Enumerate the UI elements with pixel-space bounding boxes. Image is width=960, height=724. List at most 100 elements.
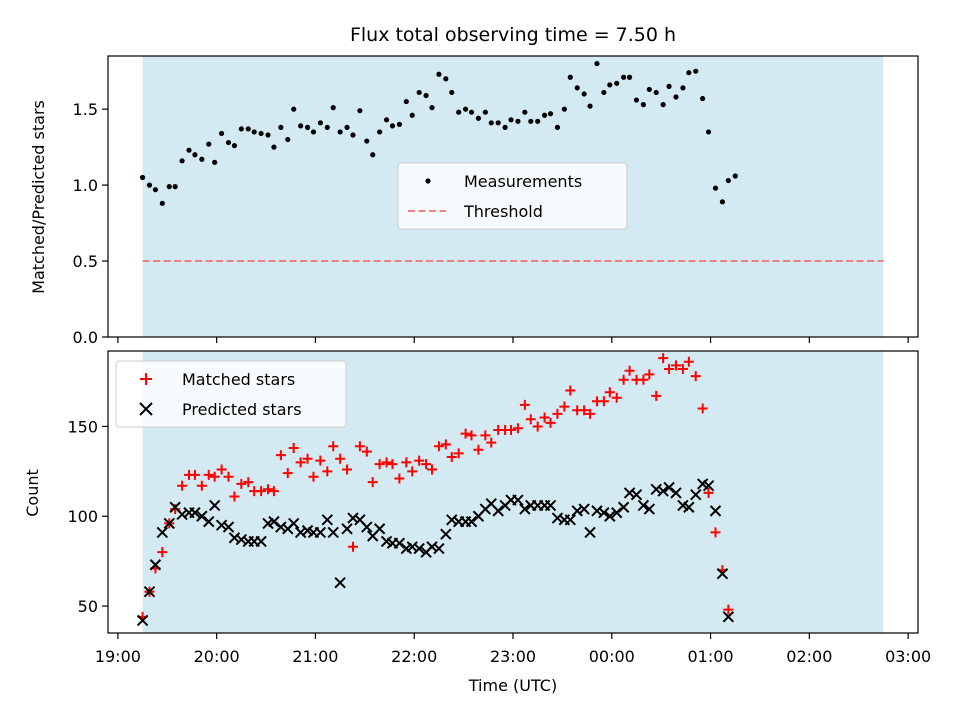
predicted-stars-point: [163, 517, 175, 530]
matched-stars-point: [670, 360, 681, 371]
count-panel: 50 100 150 19:00 20:00 21:00 22:00 23:00 00:00 01…: [67, 350, 931, 666]
matched-stars-point: [710, 527, 721, 538]
predicted-stars-point: [235, 533, 248, 546]
matched-stars-point: [480, 430, 491, 441]
matched-stars-point: [223, 471, 234, 482]
legend-bottom: Matched stars Predicted stars: [115, 360, 347, 428]
matched-stars-point: [466, 430, 477, 441]
matched-stars-point: [288, 442, 299, 453]
measurements-point: [547, 111, 554, 117]
predicted-stars-point: [406, 541, 418, 553]
measurements-point: [251, 129, 257, 135]
matched-stars-point: [552, 408, 563, 419]
predicted-stars-point: [275, 521, 287, 533]
predicted-stars-point: [334, 576, 346, 589]
matched-stars-point: [525, 414, 536, 425]
measurements-point: [673, 94, 679, 100]
predicted-stars-point: [341, 523, 353, 535]
measurements-point: [587, 103, 593, 109]
measurements-point: [495, 120, 501, 126]
measurements-point: [310, 129, 317, 135]
matched-stars-point: [282, 468, 293, 479]
matched-stars-point: [598, 396, 609, 407]
predicted-stars-point: [650, 483, 662, 496]
measurements-point: [522, 109, 528, 115]
matched-stars-point: [618, 374, 629, 385]
predicted-stars-point: [327, 526, 339, 539]
matched-stars-point: [387, 459, 398, 470]
measurements-legend-label: Measurements: [464, 172, 582, 191]
measurements-point: [567, 74, 573, 80]
y-tick-label-bottom: 150: [67, 417, 98, 436]
predicted-stars-point: [149, 559, 162, 571]
predicted-stars-point: [551, 512, 564, 524]
predicted-stars-point: [657, 485, 669, 497]
x-tick-label: 22:00: [391, 647, 437, 666]
measurements-point: [468, 109, 475, 115]
matched-stars-point: [624, 365, 635, 376]
measurements-point: [653, 89, 659, 96]
measurements-point: [646, 86, 652, 93]
y-tick-label-top: 1.0: [73, 176, 98, 195]
measurements-point: [409, 112, 415, 118]
matched-stars-point: [565, 385, 576, 396]
measurements-point: [705, 129, 712, 135]
matched-stars-point: [723, 604, 734, 615]
matched-stars-point: [579, 405, 590, 416]
predicted-stars-point: [716, 568, 729, 580]
predicted-stars-point: [709, 505, 722, 517]
predicted-stars-point: [228, 532, 241, 544]
predicted-stars-point: [189, 506, 201, 519]
measurements-point: [535, 118, 541, 124]
measurements-point: [166, 184, 172, 190]
predicted-stars-point: [143, 585, 156, 598]
predicted-stars-point: [643, 503, 656, 515]
matched-stars-point: [638, 374, 649, 385]
predicted-stars-legend-marker: [139, 402, 153, 416]
matched-stars-point: [460, 428, 471, 439]
predicted-stars-point: [393, 537, 406, 549]
matched-stars-point: [268, 486, 279, 497]
matched-stars-point: [559, 401, 570, 412]
measurements-point: [396, 121, 403, 127]
matched-stars-legend-label: Matched stars: [182, 370, 295, 389]
y-tick-label-top: 1.5: [73, 100, 98, 119]
measurements-point: [542, 112, 548, 118]
matched-stars-point: [644, 369, 655, 380]
measurements-point: [443, 76, 449, 82]
predicted-stars-point: [413, 542, 425, 555]
matched-stars-point: [545, 417, 556, 428]
measurements-legend-marker: [425, 178, 431, 184]
y-axis-label-top: Matched/Predicted stars: [29, 100, 48, 294]
predicted-stars-point: [294, 526, 307, 539]
matched-stars-point: [473, 444, 484, 455]
matched-stars-point: [229, 491, 240, 502]
measurements-point: [377, 129, 383, 135]
matched-stars-point: [189, 469, 200, 480]
predicted-stars-point: [604, 510, 616, 522]
measurements-point: [482, 109, 488, 115]
x-tick-label: 23:00: [490, 647, 536, 666]
matched-stars-point: [263, 484, 274, 495]
matched-stars-point: [381, 457, 392, 468]
measurements-point: [403, 98, 409, 105]
measurements-point: [179, 158, 185, 164]
matched-stars-point: [275, 450, 286, 461]
predicted-stars-point: [492, 505, 504, 517]
matched-stars-point: [315, 455, 326, 466]
matched-stars-point: [512, 423, 523, 434]
matched-stars-point: [433, 441, 444, 452]
measurements-point: [245, 126, 251, 132]
measurements-point: [225, 139, 232, 146]
matched-stars-point: [407, 466, 418, 477]
measurements-point: [725, 177, 731, 184]
matched-stars-point: [236, 478, 247, 489]
matched-stars-point: [604, 387, 615, 398]
measurements-point: [231, 143, 238, 149]
measurements-point: [186, 147, 192, 153]
measurements-point: [508, 117, 514, 123]
matched-stars-point: [374, 459, 385, 470]
measurements-point: [686, 70, 692, 76]
matched-stars-point: [328, 441, 339, 452]
